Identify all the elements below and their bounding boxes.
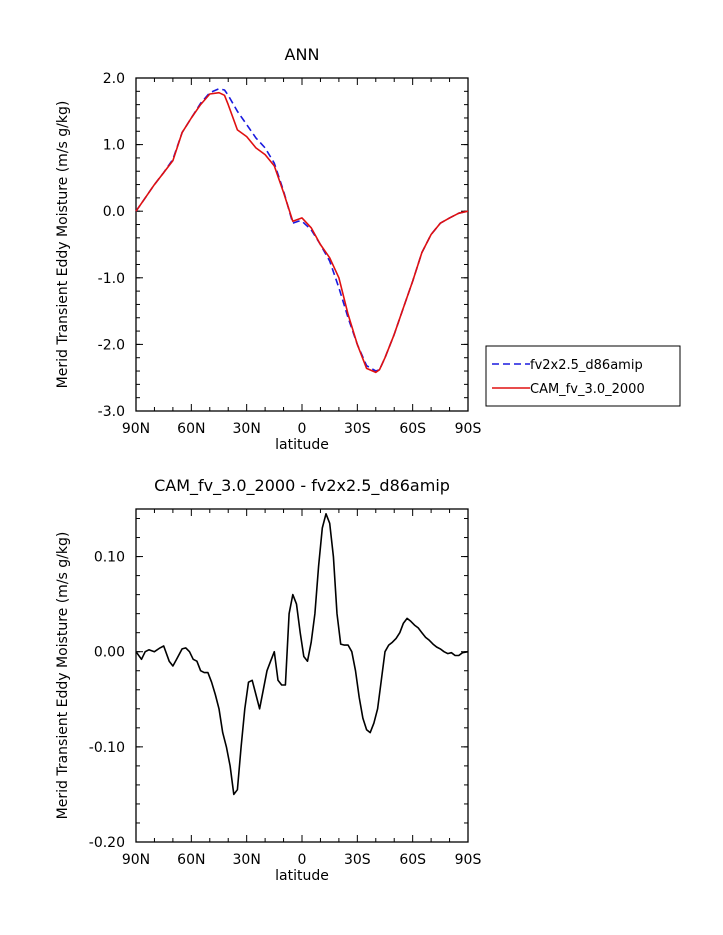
y-axis-label: Merid Transient Eddy Moisture (m/s g/kg) (55, 101, 71, 389)
x-tick-label: 30N (233, 852, 261, 868)
x-tick-label: 30S (344, 852, 371, 868)
x-axis-label: latitude (275, 868, 329, 884)
x-tick-label: 90S (455, 852, 482, 868)
top-chart: ANN 90N 60N 30N 0 30S 60S 90S 2.0 1.0 0.0 -1.0 -2.0 -… (55, 45, 681, 453)
y-tick-label: 0.0 (103, 204, 125, 220)
legend: fv2x2.5_d86amip CAM_fv_3.0_2000 (485, 345, 681, 407)
series-line-1 (135, 91, 469, 374)
x-tick-label: 60S (399, 421, 426, 437)
legend-label: CAM_fv_3.0_2000 (530, 382, 645, 397)
x-tick-label: 90N (122, 852, 150, 868)
y-tick-label: -3.0 (98, 404, 125, 420)
chart-title: ANN (285, 45, 320, 64)
legend-label: fv2x2.5_d86amip (530, 358, 643, 373)
x-tick-label: 90N (122, 421, 150, 437)
x-tick-label: 30S (344, 421, 371, 437)
x-tick-label: 60N (177, 421, 205, 437)
difference-chart: CAM_fv_3.0_2000 - fv2x2.5_d86amip 90N 60N 3… (55, 476, 481, 884)
y-axis-label: Merid Transient Eddy Moisture (m/s g/kg) (55, 532, 71, 820)
series-line-0 (135, 87, 469, 372)
chart-title: CAM_fv_3.0_2000 - fv2x2.5_d86amip (154, 476, 450, 496)
x-axis-label: latitude (275, 437, 329, 453)
y-tick-label: 2.0 (103, 71, 125, 87)
y-tick-label: -0.20 (89, 835, 125, 851)
x-tick-label: 60N (177, 852, 205, 868)
y-tick-label: 1.0 (103, 138, 125, 154)
x-tick-label: 0 (298, 852, 307, 868)
legend-box (485, 345, 681, 407)
x-tick-label: 60S (399, 852, 426, 868)
series-line-0 (135, 512, 469, 796)
plot-frame (135, 508, 469, 843)
y-tick-label: -0.10 (89, 740, 125, 756)
y-tick-label: -2.0 (98, 337, 125, 353)
y-tick-label: 0.10 (94, 550, 125, 566)
x-tick-label: 30N (233, 421, 261, 437)
x-tick-label: 90S (455, 421, 482, 437)
x-tick-label: 0 (298, 421, 307, 437)
y-tick-label: 0.00 (94, 645, 125, 661)
y-tick-label: -1.0 (98, 271, 125, 287)
